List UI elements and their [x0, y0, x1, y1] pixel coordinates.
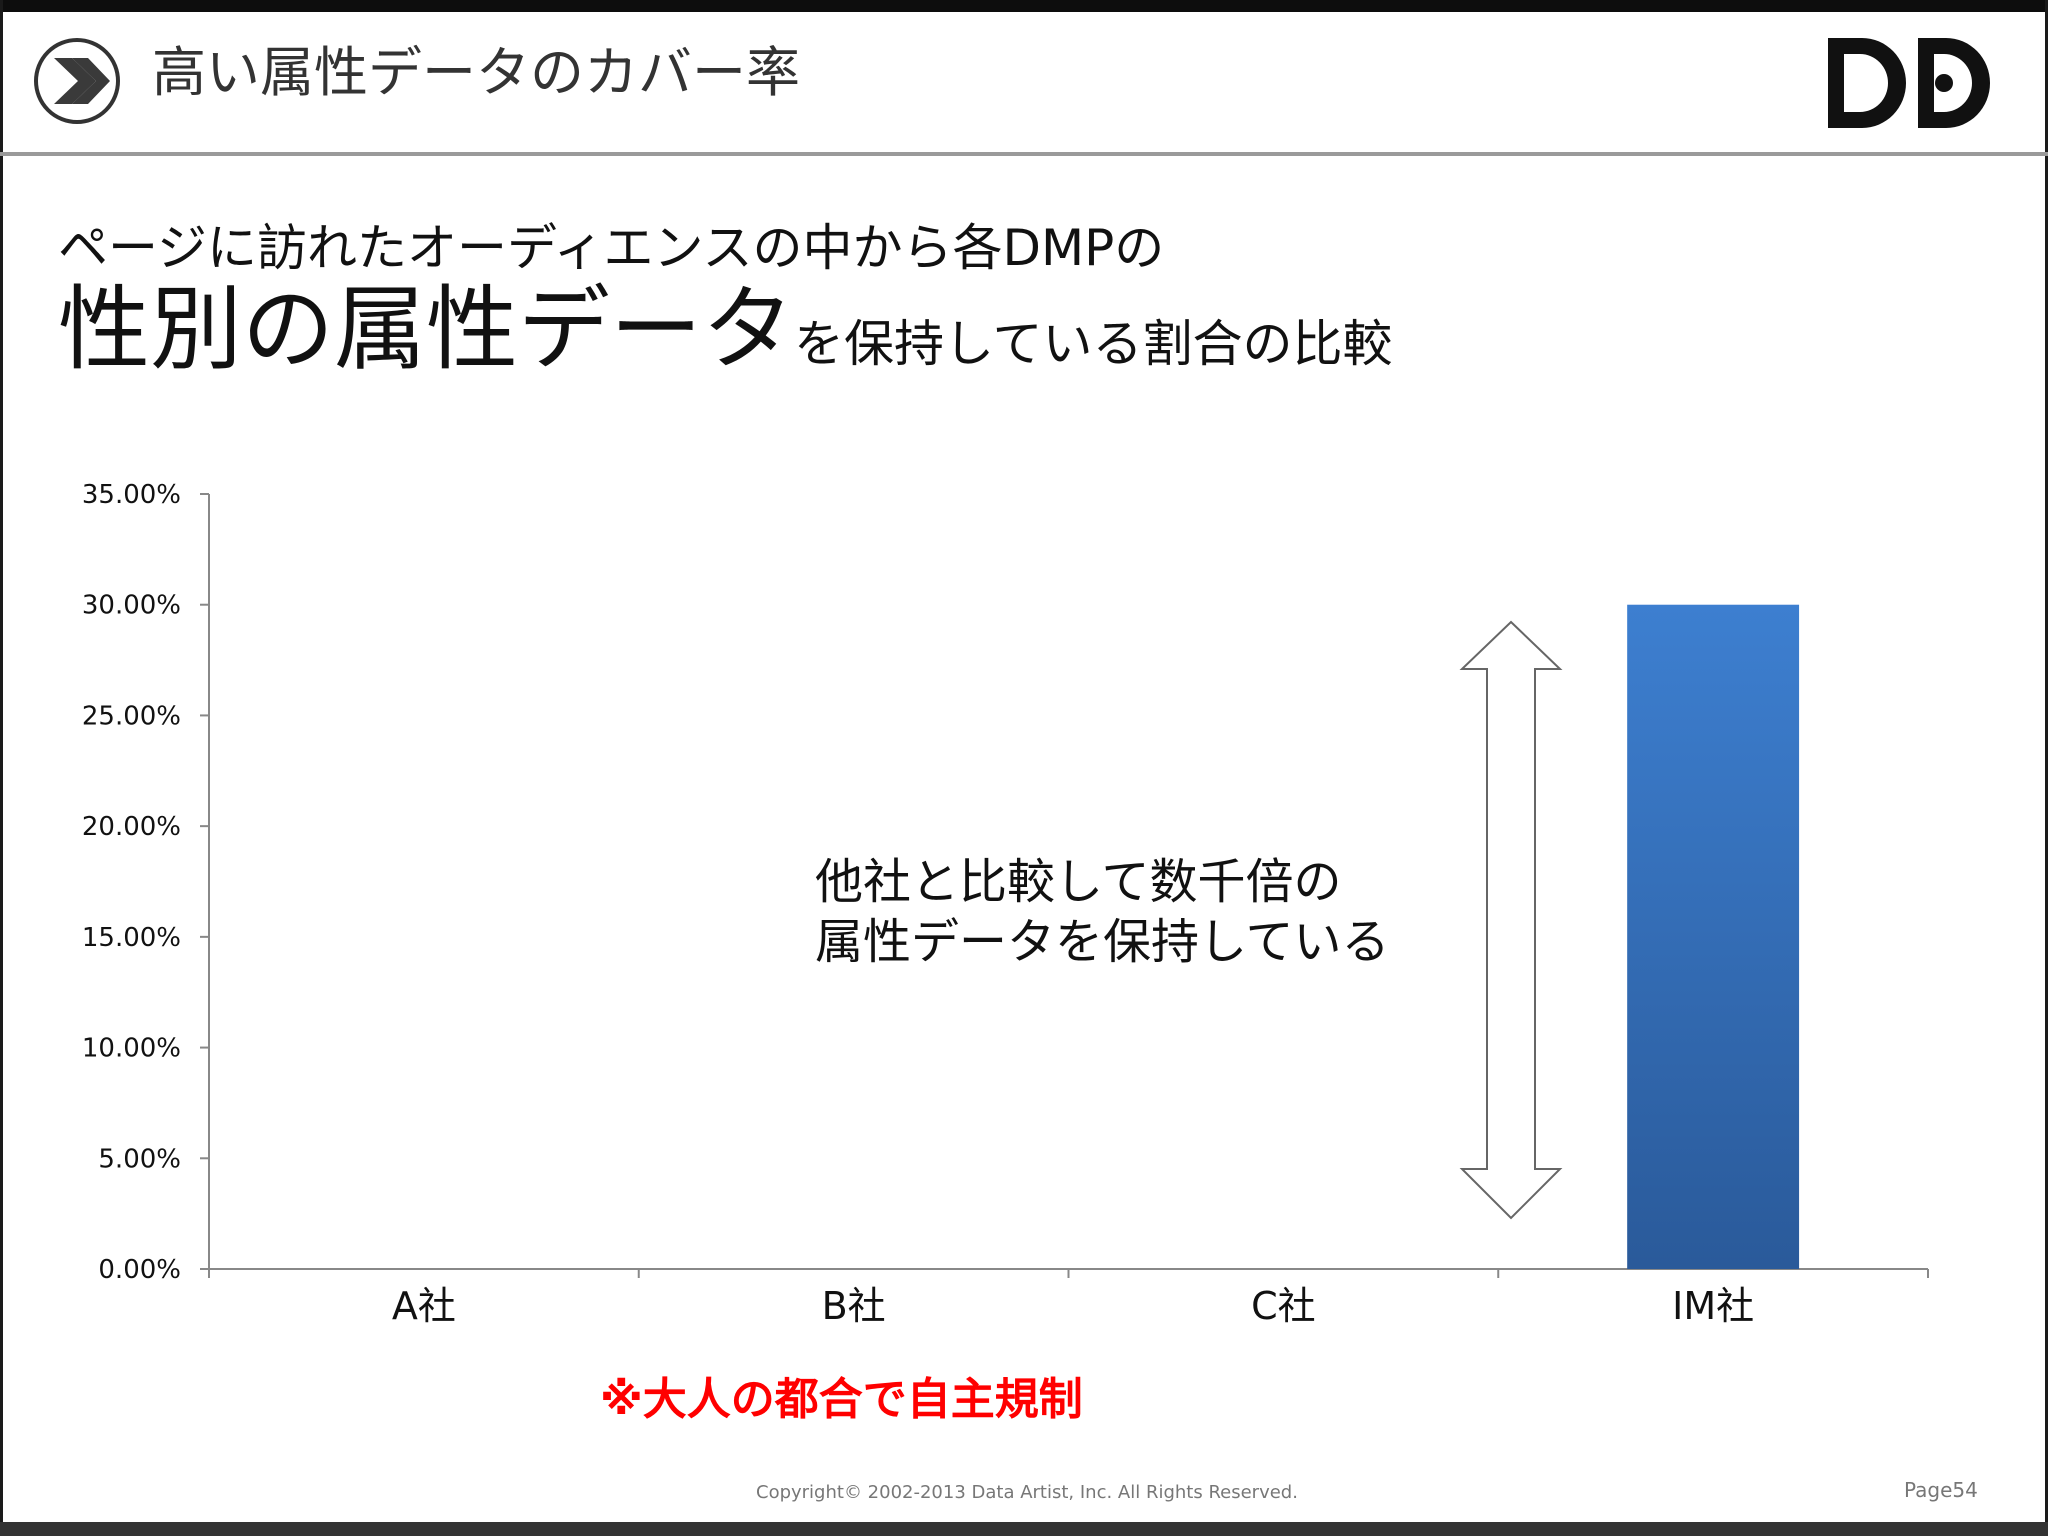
subtitle-emphasis: 性別の属性データ: [58, 276, 795, 383]
bar: [1627, 604, 1800, 1269]
callout-text: 他社と比較して数千倍の 属性データを保持している: [815, 852, 1390, 972]
subtitle-rest: を保持している割合の比較: [794, 315, 1393, 373]
bottom-frame: [0, 1522, 2048, 1536]
y-tick-label: 20.00%: [82, 812, 181, 842]
y-tick-label: 30.00%: [82, 591, 181, 621]
x-tick-label: B社: [822, 1284, 886, 1328]
header-divider: [0, 152, 2048, 156]
x-tick-label: C社: [1251, 1284, 1316, 1328]
y-tick-label: 5.00%: [98, 1144, 181, 1174]
top-frame: [0, 0, 2048, 12]
copyright-text: Copyright© 2002-2013 Data Artist, Inc. A…: [756, 1482, 1298, 1503]
x-tick-label: IM社: [1672, 1284, 1754, 1328]
callout-line-2: 属性データを保持している: [815, 914, 1390, 970]
x-tick-label: A社: [392, 1284, 456, 1328]
dp-logo-icon: [1828, 38, 1990, 128]
page-number: Page54: [1904, 1478, 1978, 1502]
y-tick-label: 10.00%: [82, 1034, 181, 1064]
y-axis: 0.00% 5.00% 10.00% 15.00% 20.00% 25.00% 30.00%…: [82, 480, 210, 1285]
subtitle-line-1: ページに訪れたオーディエンスの中から各DMPの: [58, 219, 1165, 277]
y-tick-label: 15.00%: [82, 923, 181, 953]
callout-line-1: 他社と比較して数千倍の: [815, 854, 1342, 910]
play-arrow-icon: [34, 38, 120, 124]
y-tick-label: 25.00%: [82, 701, 181, 731]
double-arrow-icon: [1459, 620, 1563, 1220]
right-frame: [2045, 0, 2048, 1536]
y-tick-label: 35.00%: [82, 480, 181, 510]
left-frame: [0, 0, 3, 1536]
page-title: 高い属性データのカバー率: [152, 41, 800, 104]
bars: [1627, 604, 1800, 1269]
y-tick-label: 0.00%: [98, 1255, 181, 1285]
subtitle-line-2: 性別の属性データを保持している割合の比較: [58, 280, 1393, 406]
x-axis: A社 B社 C社 IM社: [208, 1268, 1929, 1328]
disclaimer-text: ※大人の都合で自主規制: [600, 1374, 1083, 1425]
